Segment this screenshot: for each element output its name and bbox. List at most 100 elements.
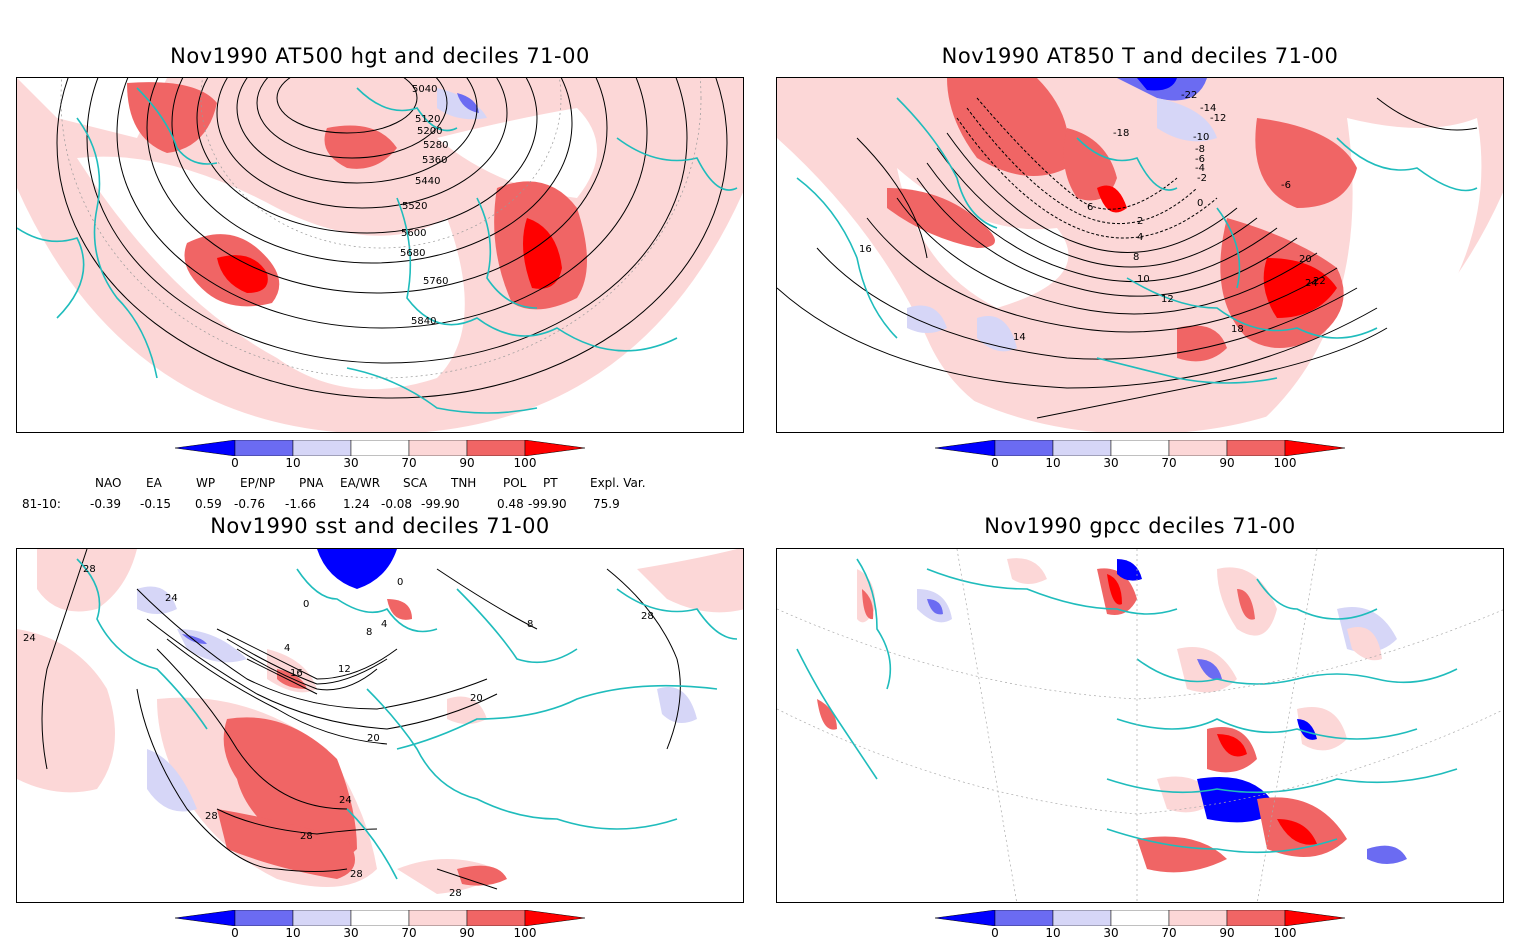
svg-text:28: 28 — [641, 611, 654, 622]
svg-text:-14: -14 — [1200, 103, 1216, 114]
svg-text:22: 22 — [1313, 276, 1326, 287]
decile-anomalies — [17, 549, 743, 902]
svg-text:20: 20 — [470, 693, 483, 704]
colorbar-label: 90 — [459, 926, 475, 940]
colorbar-label: 100 — [1273, 456, 1297, 470]
svg-text:28: 28 — [205, 811, 218, 822]
svg-text:5760: 5760 — [423, 276, 448, 287]
decile-anomalies — [127, 82, 587, 310]
svg-text:16: 16 — [290, 668, 303, 679]
map-panel-sst: 28 24 24 0 0 4 4 8 12 16 20 20 24 28 28 … — [16, 548, 744, 903]
svg-text:24: 24 — [1305, 278, 1318, 289]
svg-text:20: 20 — [1299, 254, 1312, 265]
colorbar-500hgt: 0 10 30 70 90 100 — [174, 439, 586, 472]
colorbar-label: 100 — [513, 456, 537, 470]
svg-text:5200: 5200 — [417, 126, 442, 137]
colorbar-sst: 0 10 30 70 90 100 — [174, 909, 586, 940]
tele-value: 1.24 — [343, 497, 370, 511]
map-outlines — [796, 558, 1458, 854]
map-panel-850t: -22 -14 -12 -18 -10 -8 -6 -4 -2 0 2 4 6 … — [776, 77, 1504, 433]
sst-contours — [41, 549, 681, 890]
map-outlines — [796, 97, 1478, 384]
svg-text:4: 4 — [284, 643, 290, 654]
tele-value: -1.66 — [285, 497, 317, 511]
tele-value: 75.9 — [593, 497, 620, 511]
svg-text:-22: -22 — [1181, 90, 1197, 101]
svg-text:28: 28 — [300, 831, 313, 842]
hemisphere-background — [17, 78, 743, 432]
tele-value: -0.76 — [234, 497, 266, 511]
contour-labels-850: -22 -14 -12 -18 -10 -8 -6 -4 -2 0 2 4 6 … — [859, 90, 1326, 343]
tele-header: EA — [146, 476, 162, 490]
svg-text:16: 16 — [859, 244, 872, 255]
svg-text:-6: -6 — [1281, 180, 1291, 191]
tele-value: -99.90 — [528, 497, 567, 511]
svg-text:14: 14 — [1013, 332, 1026, 343]
svg-text:0: 0 — [1197, 198, 1203, 209]
colorbar-label: 10 — [285, 926, 301, 940]
colorbar-label: 100 — [513, 926, 537, 940]
svg-text:-8: -8 — [1195, 144, 1205, 155]
svg-text:5120: 5120 — [415, 114, 440, 125]
svg-text:5520: 5520 — [402, 201, 427, 212]
tele-header: POL — [503, 476, 527, 490]
colorbar-label: 0 — [991, 456, 999, 470]
tele-header: PT — [543, 476, 558, 490]
svg-text:4: 4 — [1137, 232, 1143, 243]
colorbar-label: 30 — [343, 926, 359, 940]
contour-labels-500: 5040 5120 5200 5280 5360 5440 5520 5600 … — [400, 84, 448, 327]
colorbar-label: 0 — [231, 926, 239, 940]
tele-header: PNA — [299, 476, 324, 490]
svg-text:-10: -10 — [1193, 132, 1209, 143]
tele-value: -99.90 — [421, 497, 460, 511]
tele-header: NAO — [95, 476, 122, 490]
temperature-contours — [777, 97, 1478, 419]
svg-text:5040: 5040 — [412, 84, 437, 95]
svg-text:5440: 5440 — [415, 176, 440, 187]
colorbar-label: 0 — [991, 926, 999, 940]
tele-header: WP — [196, 476, 216, 490]
tele-value: -0.15 — [140, 497, 172, 511]
svg-text:10: 10 — [1137, 274, 1150, 285]
colorbar-label: 30 — [1103, 456, 1119, 470]
colorbar-label: 30 — [1103, 926, 1119, 940]
colorbar-label: 10 — [1045, 456, 1061, 470]
svg-text:6: 6 — [1087, 202, 1093, 213]
tele-header: EP/NP — [240, 476, 276, 490]
svg-text:5680: 5680 — [400, 248, 425, 259]
tele-header: EA/WR — [340, 476, 381, 490]
svg-text:24: 24 — [339, 795, 352, 806]
svg-text:2: 2 — [1137, 216, 1143, 227]
svg-text:8: 8 — [366, 627, 372, 638]
panel-title-gpcc: Nov1990 gpcc deciles 71-00 — [984, 514, 1296, 538]
svg-text:24: 24 — [23, 633, 36, 644]
svg-text:8: 8 — [1133, 252, 1139, 263]
map-outlines — [17, 87, 738, 414]
map-panel-gpcc — [776, 548, 1504, 903]
colorbar-label: 90 — [1219, 926, 1235, 940]
map-outlines — [76, 558, 738, 880]
colorbar-label: 100 — [1273, 926, 1297, 940]
tele-header: Expl. Var. — [590, 476, 646, 490]
colorbar-label: 70 — [401, 456, 417, 470]
colorbar-850t: 0 10 30 70 90 100 — [934, 439, 1346, 472]
svg-text:-6: -6 — [1195, 154, 1205, 165]
lat-lon-grid — [60, 78, 702, 379]
svg-text:5280: 5280 — [423, 140, 448, 151]
hemisphere-background — [777, 78, 1503, 432]
svg-text:5360: 5360 — [422, 155, 447, 166]
svg-text:5600: 5600 — [401, 228, 426, 239]
svg-text:28: 28 — [350, 869, 363, 880]
tele-value: 0.48 — [497, 497, 524, 511]
svg-text:12: 12 — [338, 664, 351, 675]
colorbar-label: 70 — [1161, 456, 1177, 470]
colorbar-label: 70 — [401, 926, 417, 940]
svg-text:12: 12 — [1161, 294, 1174, 305]
colorbar-label: 90 — [1219, 456, 1235, 470]
svg-text:28: 28 — [449, 888, 462, 899]
colorbar-gpcc: 0 10 30 70 90 100 — [934, 909, 1346, 940]
colorbar-label: 10 — [285, 456, 301, 470]
svg-text:20: 20 — [367, 733, 380, 744]
colorbar-label: 30 — [343, 456, 359, 470]
svg-text:4: 4 — [381, 619, 387, 630]
